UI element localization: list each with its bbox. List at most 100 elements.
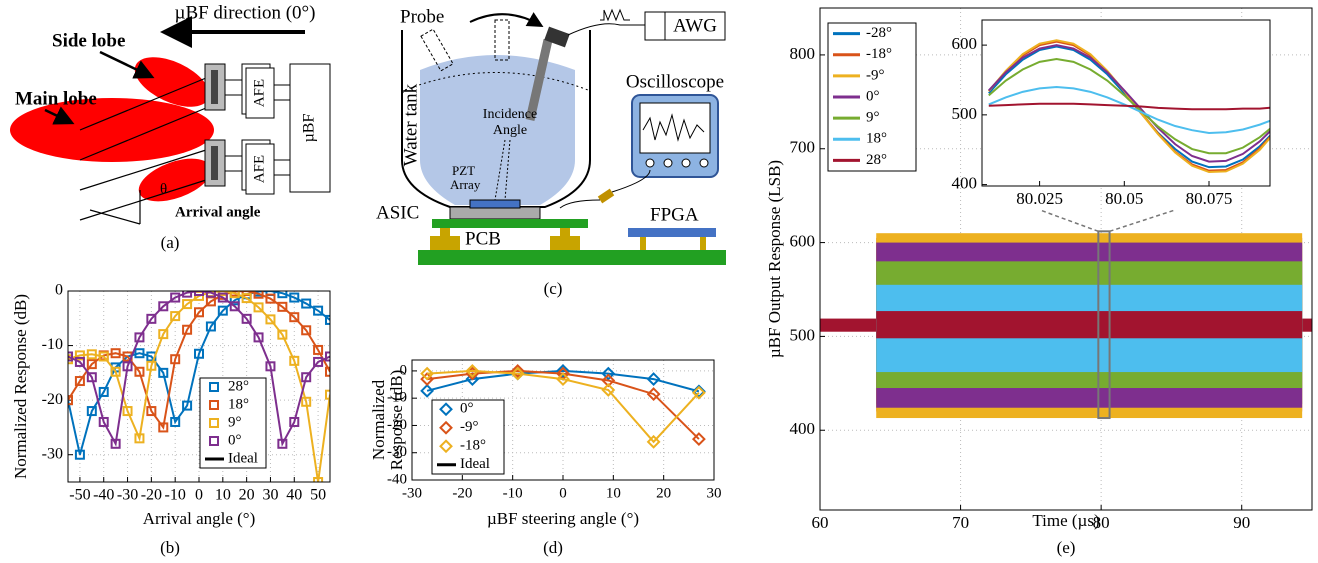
pulse xyxy=(600,8,630,22)
marker xyxy=(182,299,193,310)
scope-knobs xyxy=(645,158,709,168)
panel-label: (d) xyxy=(543,538,563,557)
series-line xyxy=(988,102,1270,111)
legend-label: 9° xyxy=(228,414,242,430)
legend-label: 18° xyxy=(866,131,887,147)
legend-label: -9° xyxy=(866,67,885,83)
legend-marker xyxy=(209,382,219,392)
plot-content xyxy=(420,363,706,449)
asic-label: ASIC xyxy=(376,202,419,223)
x-tick-label: -20 xyxy=(141,487,162,504)
theta-label: θ xyxy=(160,181,167,197)
x-tick-label: -20 xyxy=(452,485,472,501)
marker xyxy=(510,366,525,381)
zoom-connector xyxy=(1039,209,1099,233)
marker xyxy=(301,372,312,383)
legend-label: 0° xyxy=(460,401,474,417)
marker xyxy=(465,372,480,387)
marker xyxy=(158,329,169,340)
x-tick-label: 80.075 xyxy=(1186,189,1233,208)
marker xyxy=(325,314,330,325)
side-lobe xyxy=(138,158,212,202)
legend-label: -18° xyxy=(866,46,892,62)
panel-label: (b) xyxy=(160,538,180,557)
marker xyxy=(170,416,181,427)
marker xyxy=(556,363,570,378)
marker xyxy=(122,406,133,417)
marker xyxy=(98,351,109,362)
marker xyxy=(301,298,312,309)
x-tick-label: 80.025 xyxy=(1016,189,1063,208)
marker xyxy=(265,361,276,372)
legend-label: 0° xyxy=(228,432,242,448)
marker xyxy=(277,291,288,299)
scope-cable xyxy=(559,169,651,209)
oscilloscope-label: Oscilloscope xyxy=(626,71,724,92)
marker xyxy=(465,363,480,378)
side-lobe-label: Side lobe xyxy=(52,30,125,51)
marker xyxy=(510,363,525,378)
marker xyxy=(289,312,300,323)
mainboard xyxy=(418,250,726,265)
marker xyxy=(646,434,661,449)
zoom-connector xyxy=(1109,209,1176,233)
marker xyxy=(313,344,324,355)
legend-label: -18° xyxy=(460,438,486,454)
marker xyxy=(86,372,97,383)
pcb-label: PCB xyxy=(465,228,501,249)
direction-label: µBF direction (0°) xyxy=(175,2,316,23)
plot-area xyxy=(68,291,330,482)
marker xyxy=(646,372,661,387)
marker xyxy=(325,389,330,400)
x-tick-label: 0 xyxy=(559,485,567,501)
pzt-array xyxy=(469,199,521,209)
sweep-arrow xyxy=(469,12,544,27)
zoom-box xyxy=(1097,230,1111,420)
x-tick-label: 80 xyxy=(1093,513,1110,532)
incidence-label: Angle xyxy=(493,123,527,138)
marker xyxy=(420,383,435,398)
marker xyxy=(229,291,240,299)
diagram-a: µBF direction (0°) Side lobe Main lobe A… xyxy=(10,2,331,225)
marker xyxy=(146,360,157,371)
x-tick-label: 10 xyxy=(606,485,621,501)
arrival-angle-label: Arrival angle xyxy=(175,204,261,220)
pointer xyxy=(44,106,75,125)
series-line xyxy=(988,58,1270,155)
marker xyxy=(194,348,204,359)
plot-frame xyxy=(819,7,1313,511)
x-tick-label: -30 xyxy=(402,485,422,501)
x-tick-label: -30 xyxy=(117,487,138,504)
marker xyxy=(277,329,288,340)
x-tick-label: -40 xyxy=(93,487,114,504)
marker xyxy=(194,307,204,318)
response-band xyxy=(876,311,1303,339)
marker xyxy=(691,385,706,400)
marker xyxy=(98,386,109,397)
marker xyxy=(217,291,228,296)
fpga-label: FPGA xyxy=(650,204,699,225)
marker xyxy=(325,351,330,362)
scope-probe xyxy=(597,188,615,204)
y-tick-label: -20 xyxy=(42,391,63,408)
main-lobe-label: Main lobe xyxy=(15,88,97,109)
scope-screen xyxy=(639,102,711,154)
y-tick-label: -40 xyxy=(387,471,407,487)
marker xyxy=(110,348,121,359)
marker xyxy=(158,422,169,433)
x-tick-label: -10 xyxy=(165,487,186,504)
marker xyxy=(289,292,300,303)
marker xyxy=(170,311,181,322)
legend-label: -28° xyxy=(866,25,892,41)
panel-label: (c) xyxy=(544,279,563,298)
plot-content xyxy=(988,39,1270,174)
marker xyxy=(265,314,276,325)
pointer xyxy=(99,50,155,79)
probe xyxy=(525,39,553,121)
probe-label: Probe xyxy=(400,6,444,27)
tank-label: Water tank xyxy=(400,83,421,166)
marker xyxy=(646,387,661,402)
panel-label: (a) xyxy=(161,233,180,252)
plot-frame xyxy=(67,290,331,483)
plot-content xyxy=(68,291,330,482)
